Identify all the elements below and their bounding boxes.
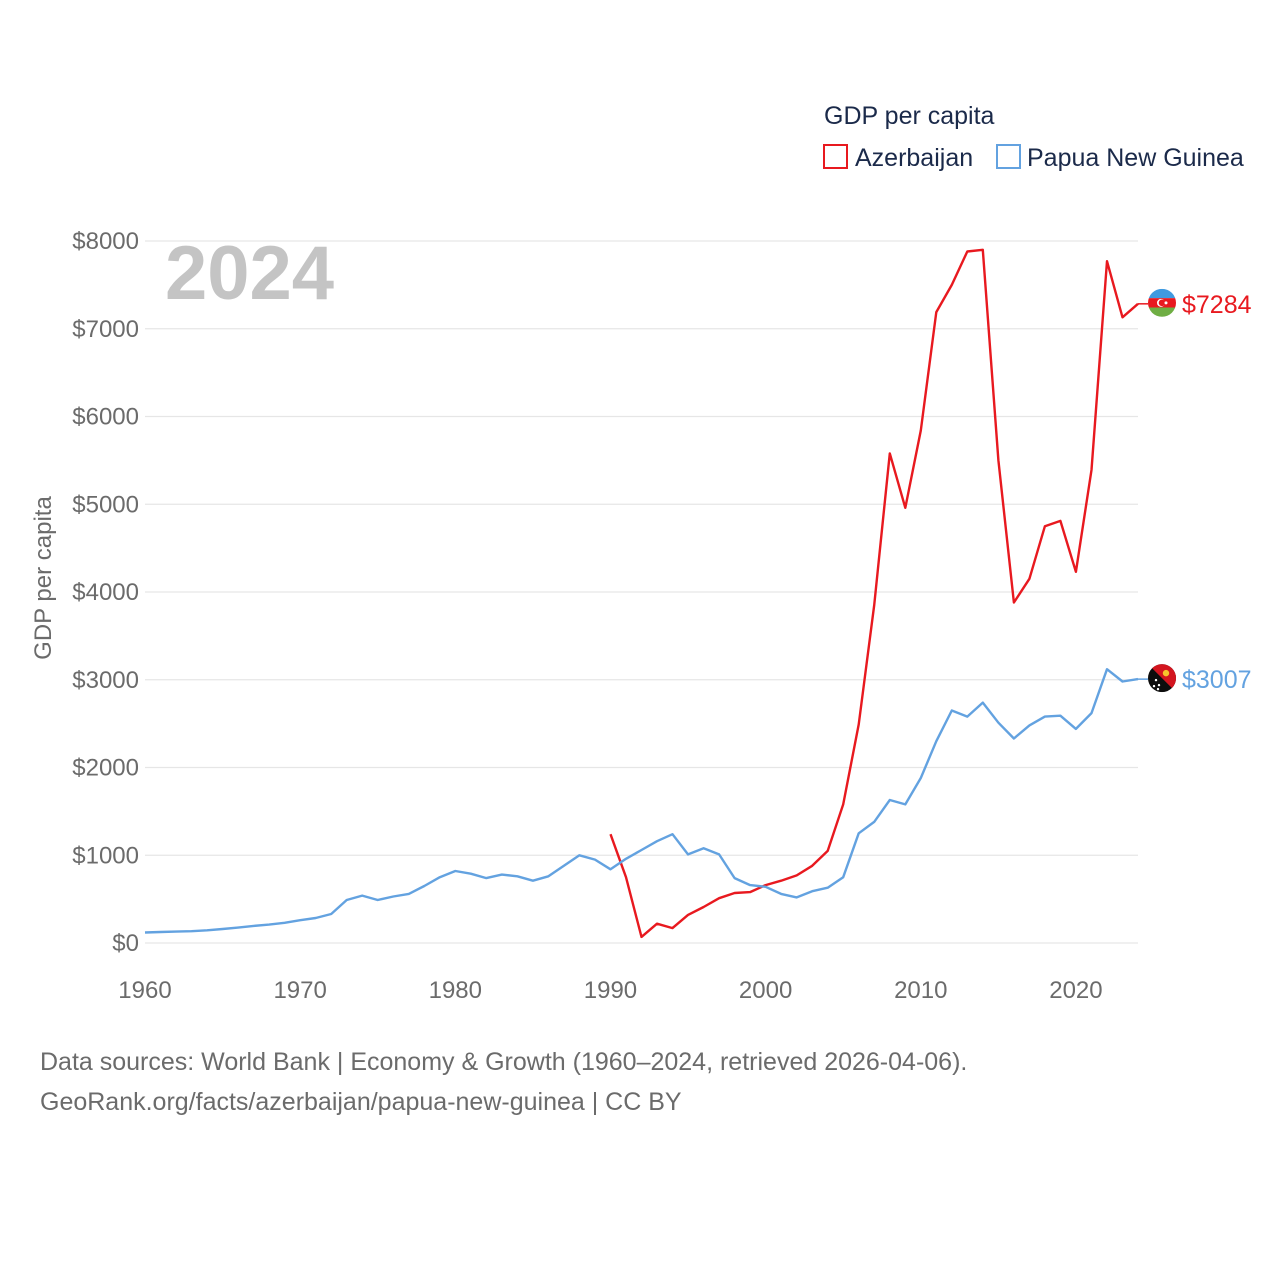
y-tick-label: $6000	[72, 404, 139, 431]
year-watermark: 2024	[165, 231, 334, 316]
x-tick-label: 2000	[739, 977, 792, 1004]
series-line-papua-new-guinea[interactable]	[144, 668, 1139, 934]
x-tick-label: 1970	[273, 977, 326, 1004]
y-axis-ticks: $0 $1000 $2000 $3000 $4000 $5000 $6000 $7000 $80…	[72, 228, 139, 957]
azerbaijan-flag-icon	[1148, 288, 1176, 317]
end-value-label-papua-new-guinea: $3007	[1182, 666, 1252, 694]
gdp-line-chart: $0 $1000 $2000 $3000 $4000 $5000 $6000 $7000 $80…	[30, 102, 1252, 1004]
x-tick-label: 2020	[1049, 977, 1102, 1004]
legend-item-papua-new-guinea[interactable]: Papua New Guinea	[996, 144, 1244, 172]
x-tick-label: 1980	[429, 977, 482, 1004]
legend: GDP per capita Azerbaijan Papua New Guin…	[823, 102, 1244, 172]
series-lines	[144, 248, 1139, 939]
papua-new-guinea-flag-icon	[1148, 664, 1176, 693]
legend-swatch-azerbaijan	[823, 144, 848, 169]
y-tick-label: $4000	[72, 579, 139, 606]
y-tick-label: $7000	[72, 316, 139, 343]
y-tick-label: $3000	[72, 667, 139, 694]
source-link-text[interactable]: GeoRank.org/facts/azerbaijan/papua-new-g…	[40, 1088, 682, 1116]
y-tick-label: $0	[112, 930, 139, 957]
legend-title: GDP per capita	[824, 102, 995, 130]
x-axis-ticks: 1960 1970 1980 1990 2000 2010 2020	[118, 977, 1102, 1004]
legend-item-azerbaijan[interactable]: Azerbaijan	[823, 144, 973, 172]
grid-lines	[145, 240, 1138, 944]
end-markers: $7284 $3007	[1138, 288, 1252, 694]
y-tick-label: $8000	[72, 228, 139, 255]
legend-label-papua-new-guinea: Papua New Guinea	[1027, 144, 1244, 172]
series-line-azerbaijan[interactable]	[609, 248, 1139, 939]
legend-label-azerbaijan: Azerbaijan	[855, 144, 973, 172]
y-tick-label: $5000	[72, 491, 139, 518]
x-tick-label: 1960	[118, 977, 171, 1004]
data-sources-text: Data sources: World Bank | Economy & Gro…	[40, 1048, 968, 1076]
x-tick-label: 1990	[584, 977, 637, 1004]
legend-swatch-papua-new-guinea	[996, 144, 1021, 169]
y-axis-title: GDP per capita	[30, 496, 57, 660]
y-tick-label: $2000	[72, 755, 139, 782]
end-value-label-azerbaijan: $7284	[1182, 291, 1252, 319]
footer: Data sources: World Bank | Economy & Gro…	[40, 1042, 967, 1122]
y-tick-label: $1000	[72, 842, 139, 869]
x-tick-label: 2010	[894, 977, 947, 1004]
